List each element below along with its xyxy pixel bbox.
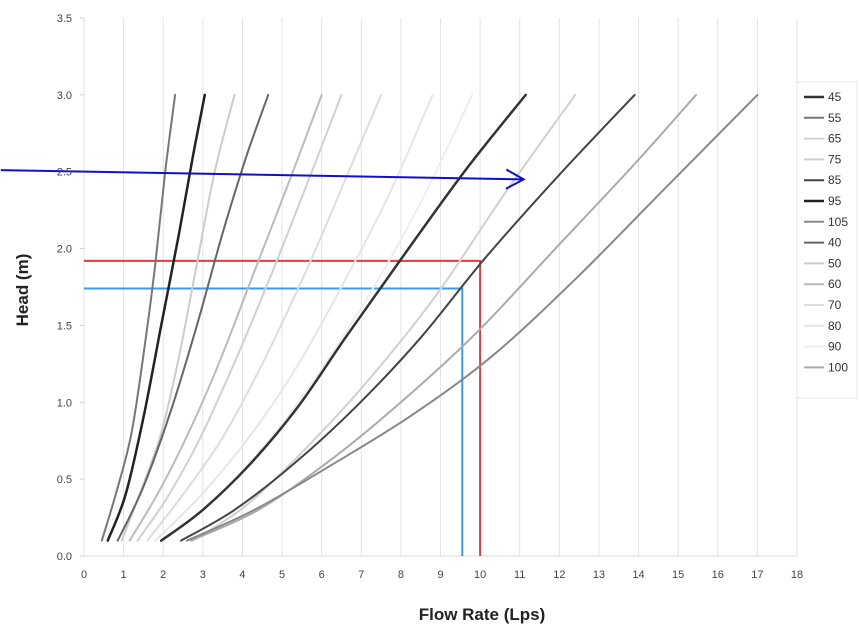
series-line-75 (191, 93, 577, 542)
legend: 45 55 65 75 85 95 105 40 50 60 70 80 90 100 (796, 81, 858, 399)
x-tick-label: 17 (751, 569, 763, 581)
legend-label-70: 70 (828, 298, 842, 312)
x-tick-label: 3 (200, 569, 206, 581)
x-tick-label: 1 (121, 569, 127, 581)
series-line-60 (128, 93, 323, 542)
series-line-80 (154, 93, 434, 542)
series-line-70 (146, 93, 383, 542)
y-tick-label: 0.0 (57, 551, 72, 563)
legend-label-40: 40 (828, 236, 842, 250)
x-tick-label: 15 (672, 569, 684, 581)
x-tick-label: 12 (553, 569, 565, 581)
annotation-arrow (0, 168, 526, 190)
legend-label-45: 45 (828, 90, 842, 104)
x-tick-label: 13 (593, 569, 605, 581)
series-line-100 (190, 93, 697, 542)
legend-label-80: 80 (828, 319, 842, 333)
series-line-45 (159, 93, 527, 542)
x-tick-label: 16 (712, 569, 724, 581)
legend-label-65: 65 (828, 132, 842, 146)
x-tick-labels: 0 1 2 3 4 5 6 7 8 9 10 11 12 13 14 15 16 17 18 (81, 569, 803, 581)
x-tick-label: 14 (632, 569, 644, 581)
x-tick-label: 11 (514, 569, 525, 581)
x-tick-label: 10 (474, 569, 486, 581)
grid-lines (80, 17, 798, 557)
legend-label-60: 60 (828, 277, 842, 291)
legend-label-55: 55 (828, 111, 842, 125)
series-line-105 (186, 93, 759, 542)
x-tick-label: 0 (81, 569, 87, 581)
y-tick-labels: 0.0 0.5 1.0 1.5 2.0 2.5 3.0 3.5 (57, 13, 72, 563)
y-tick-label: 0.5 (57, 474, 72, 486)
x-tick-label: 4 (239, 569, 245, 581)
series-line-40 (116, 93, 270, 542)
red-guide-line (84, 259, 482, 556)
series-line-55 (100, 93, 177, 542)
legend-label-75: 75 (828, 152, 842, 166)
arrow-shaft (0, 169, 524, 181)
series-line-85 (180, 93, 636, 542)
y-tick-label: 1.5 (57, 320, 72, 332)
x-tick-label: 8 (398, 569, 404, 581)
x-tick-label: 2 (160, 569, 166, 581)
x-tick-label: 7 (358, 569, 364, 581)
x-tick-label: 6 (319, 569, 325, 581)
blue-guide-line (84, 287, 464, 556)
legend-box (796, 81, 858, 399)
x-tick-label: 5 (279, 569, 285, 581)
legend-label-50: 50 (828, 256, 842, 270)
series-line-65 (136, 93, 343, 542)
y-tick-label: 1.0 (57, 397, 72, 409)
legend-label-90: 90 (828, 340, 842, 354)
y-tick-label: 3.0 (57, 90, 72, 102)
series-line-50 (120, 93, 236, 542)
guide-lines (84, 259, 482, 556)
y-tick-label: 2.5 (57, 167, 72, 179)
series-line-95 (106, 93, 207, 542)
x-axis-title: Flow Rate (Lps) (419, 605, 546, 624)
series-lines (100, 93, 759, 542)
y-axis-title: Head (m) (13, 254, 32, 327)
arrow-head (505, 168, 526, 190)
legend-label-95: 95 (828, 194, 842, 208)
x-tick-label: 18 (791, 569, 803, 581)
legend-label-85: 85 (828, 173, 842, 187)
y-tick-label: 2.0 (57, 244, 72, 256)
x-tick-label: 9 (437, 569, 443, 581)
legend-label-100: 100 (828, 360, 848, 374)
y-tick-label: 3.5 (57, 13, 72, 25)
legend-label-105: 105 (828, 215, 848, 229)
